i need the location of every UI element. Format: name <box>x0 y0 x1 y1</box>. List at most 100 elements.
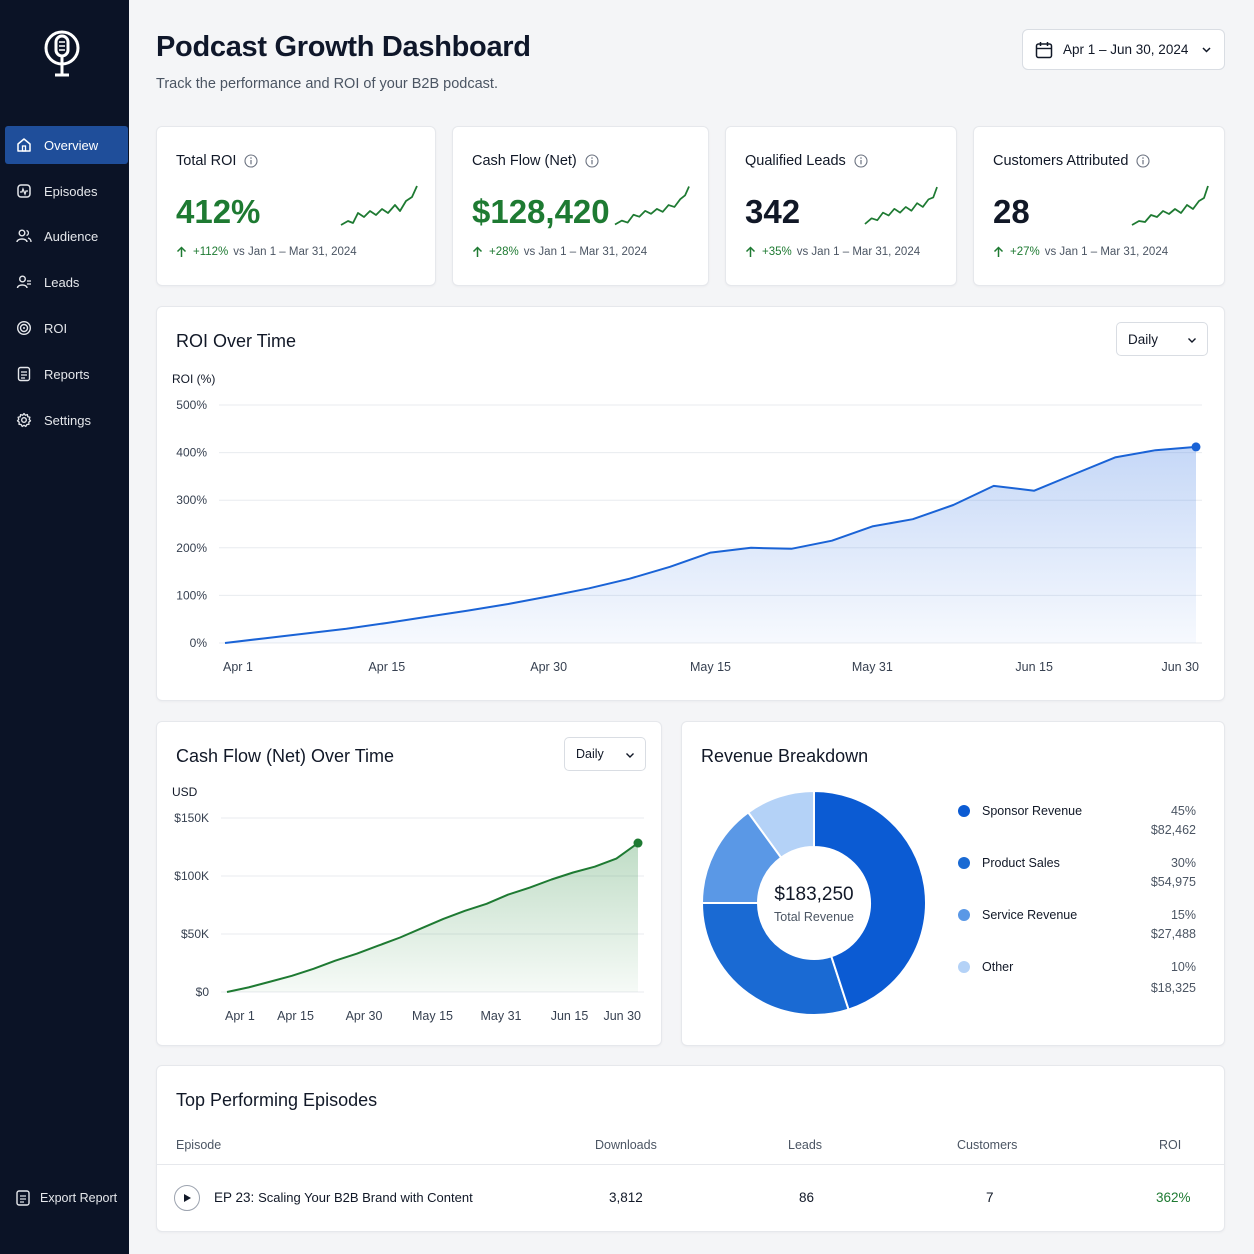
kpi-delta: +35% vs Jan 1 – Mar 31, 2024 <box>745 246 920 258</box>
endpoint-marker <box>633 838 643 848</box>
users-icon <box>16 229 32 243</box>
target-icon <box>16 320 32 336</box>
y-tick-label: $50K <box>181 927 209 941</box>
info-icon[interactable] <box>854 154 868 168</box>
legend-name: Other <box>982 960 1014 974</box>
table-divider <box>157 1164 1224 1165</box>
kpi-delta: +27% vs Jan 1 – Mar 31, 2024 <box>993 246 1168 258</box>
kpi-compare-period: vs Jan 1 – Mar 31, 2024 <box>1044 246 1169 258</box>
sidebar-item-label: Reports <box>44 366 90 382</box>
sidebar: Overview Episodes Audience Leads ROI Rep… <box>0 0 129 1254</box>
kpi-delta-value: +28% <box>489 246 519 258</box>
kpi-delta: +112% vs Jan 1 – Mar 31, 2024 <box>176 246 357 258</box>
legend-item-sponsor: Sponsor Revenue 45% $82,462 <box>958 801 1196 841</box>
revenue-donut-chart: $183,250 Total Revenue <box>700 789 927 1016</box>
roi-cell: 362% <box>1156 1190 1191 1205</box>
roi-y-axis-label: ROI (%) <box>172 372 215 386</box>
date-range-picker[interactable]: Apr 1 – Jun 30, 2024 <box>1022 29 1225 70</box>
legend-dot <box>958 857 970 869</box>
revenue-total: $183,250 <box>774 884 853 905</box>
x-tick-label: Apr 1 <box>223 660 253 674</box>
kpi-title-text: Total ROI <box>176 153 237 169</box>
export-document-icon <box>16 1190 30 1206</box>
column-header-leads[interactable]: Leads <box>788 1138 823 1152</box>
x-tick-label: Jun 15 <box>551 1009 589 1023</box>
x-tick-label: May 31 <box>852 660 893 674</box>
kpi-compare-period: vs Jan 1 – Mar 31, 2024 <box>796 246 921 258</box>
cash-flow-card: Cash Flow (Net) Over Time Daily USD $0 $5… <box>156 721 662 1046</box>
roi-line-chart: ROI (%) 0% 100% 200% 300% 400% 500% Apr 1 Apr 1… <box>172 372 1202 674</box>
donut-slice <box>700 810 783 904</box>
arrow-up-icon <box>745 246 756 257</box>
kpi-title: Cash Flow (Net) <box>472 153 599 169</box>
episode-title: Scaling Your B2B Brand with Content <box>258 1190 473 1205</box>
sidebar-item-episodes[interactable]: Episodes <box>5 172 128 210</box>
y-tick-label: 300% <box>176 493 207 507</box>
y-tick-label: $150K <box>174 811 209 825</box>
roi-granularity-select[interactable]: Daily <box>1116 322 1208 356</box>
kpi-card-cash-flow: Cash Flow (Net) $128,420 +28% vs Jan 1 –… <box>452 126 709 286</box>
legend-name: Product Sales <box>982 856 1060 870</box>
column-header-customers[interactable]: Customers <box>957 1138 1018 1152</box>
kpi-value: 342 <box>745 193 801 230</box>
sidebar-item-label: Audience <box>44 228 99 244</box>
sidebar-item-overview[interactable]: Overview <box>5 126 128 164</box>
column-header-roi[interactable]: ROI <box>1159 1138 1182 1152</box>
cashflow-granularity-value: Daily <box>576 747 604 761</box>
sidebar-item-label: Overview <box>44 137 99 153</box>
kpi-title: Qualified Leads <box>745 153 868 169</box>
date-range-label: Apr 1 – Jun 30, 2024 <box>1063 42 1189 57</box>
cashflow-granularity-select[interactable]: Daily <box>564 737 646 771</box>
sidebar-item-audience[interactable]: Audience <box>5 217 128 255</box>
x-tick-label: Jun 30 <box>1161 660 1199 674</box>
info-icon[interactable] <box>1136 154 1150 168</box>
kpi-value: 28 <box>993 193 1030 230</box>
y-tick-label: 500% <box>176 398 207 412</box>
kpi-title-text: Cash Flow (Net) <box>472 153 577 169</box>
legend-name: Sponsor Revenue <box>982 804 1083 818</box>
x-tick-label: Apr 30 <box>346 1009 383 1023</box>
y-tick-label: $0 <box>196 985 210 999</box>
kpi-delta: +28% vs Jan 1 – Mar 31, 2024 <box>472 246 647 258</box>
export-report-button[interactable]: Export Report <box>16 1190 117 1206</box>
legend-amount: $27,488 <box>1150 927 1196 941</box>
x-tick-label: Apr 30 <box>530 660 567 674</box>
kpi-card-qualified-leads: Qualified Leads 342 +35% vs Jan 1 – Mar … <box>725 126 957 286</box>
column-header-episode[interactable]: Episode <box>176 1138 222 1152</box>
legend-dot <box>958 961 970 973</box>
chevron-down-icon <box>1202 47 1211 53</box>
cashflow-line-chart: USD $0 $50K $100K $150K Apr 1 Apr 15 Apr 30 May… <box>172 785 644 1023</box>
y-tick-label: 400% <box>176 446 207 460</box>
sidebar-item-settings[interactable]: Settings <box>5 401 128 439</box>
kpi-delta-value: +27% <box>1010 246 1040 258</box>
kpi-value: $128,420 <box>472 193 610 230</box>
sidebar-item-reports[interactable]: Reports <box>5 355 128 393</box>
top-episodes-card: Top Performing Episodes Episode Download… <box>156 1065 1225 1232</box>
page-title: Podcast Growth Dashboard <box>156 31 531 63</box>
revenue-title: Revenue Breakdown <box>701 746 869 766</box>
kpi-title: Total ROI <box>176 153 258 169</box>
sidebar-item-label: Episodes <box>44 183 98 199</box>
play-button[interactable] <box>174 1185 200 1211</box>
kpi-card-total-roi: Total ROI 412% +112% vs Jan 1 – Mar 31, … <box>156 126 436 286</box>
document-icon <box>17 366 31 382</box>
column-header-downloads[interactable]: Downloads <box>595 1138 657 1152</box>
kpi-title-text: Qualified Leads <box>745 153 846 169</box>
episode-title-cell: EP 23: Scaling Your B2B Brand with Conte… <box>214 1190 473 1205</box>
kpi-title-text: Customers Attributed <box>993 153 1129 169</box>
legend-name: Service Revenue <box>982 908 1078 922</box>
arrow-up-icon <box>176 246 187 257</box>
downloads-cell: 3,812 <box>609 1190 643 1205</box>
legend-amount: $82,462 <box>1150 823 1196 837</box>
kpi-compare-period: vs Jan 1 – Mar 31, 2024 <box>523 246 648 258</box>
sidebar-item-roi[interactable]: ROI <box>5 309 128 347</box>
info-icon[interactable] <box>585 154 599 168</box>
legend-item-product-sales: Product Sales 30% $54,975 <box>958 853 1196 893</box>
kpi-title: Customers Attributed <box>993 153 1150 169</box>
legend-pct: 15% <box>1170 908 1196 922</box>
y-tick-label: 0% <box>190 636 208 650</box>
sidebar-item-label: ROI <box>44 320 68 336</box>
sidebar-item-leads[interactable]: Leads <box>5 263 128 301</box>
endpoint-marker <box>1191 442 1201 452</box>
info-icon[interactable] <box>244 154 258 168</box>
